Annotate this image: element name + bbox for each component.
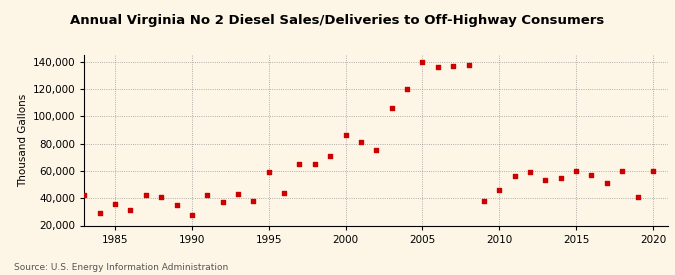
- Point: [463, 62, 474, 67]
- Y-axis label: Thousand Gallons: Thousand Gallons: [18, 94, 28, 187]
- Point: [509, 174, 520, 178]
- Point: [371, 148, 382, 153]
- Point: [402, 87, 412, 91]
- Point: [433, 65, 443, 70]
- Point: [171, 203, 182, 207]
- Point: [202, 193, 213, 198]
- Point: [79, 193, 90, 198]
- Point: [494, 188, 505, 192]
- Point: [540, 178, 551, 183]
- Point: [356, 140, 367, 144]
- Point: [294, 162, 305, 166]
- Point: [570, 169, 581, 173]
- Point: [279, 191, 290, 195]
- Point: [186, 212, 197, 217]
- Point: [386, 106, 397, 110]
- Point: [601, 181, 612, 185]
- Point: [325, 154, 335, 158]
- Point: [340, 133, 351, 138]
- Point: [479, 199, 489, 203]
- Point: [524, 170, 535, 175]
- Point: [417, 60, 428, 64]
- Point: [556, 175, 566, 180]
- Point: [309, 162, 320, 166]
- Point: [233, 192, 244, 196]
- Point: [140, 193, 151, 198]
- Point: [617, 169, 628, 173]
- Point: [110, 202, 121, 206]
- Point: [647, 169, 658, 173]
- Point: [586, 173, 597, 177]
- Point: [156, 195, 167, 199]
- Point: [95, 211, 105, 215]
- Point: [632, 195, 643, 199]
- Text: Annual Virginia No 2 Diesel Sales/Deliveries to Off-Highway Consumers: Annual Virginia No 2 Diesel Sales/Delive…: [70, 14, 605, 27]
- Point: [248, 199, 259, 203]
- Text: Source: U.S. Energy Information Administration: Source: U.S. Energy Information Administ…: [14, 263, 227, 272]
- Point: [217, 200, 228, 205]
- Point: [125, 208, 136, 213]
- Point: [263, 170, 274, 175]
- Point: [448, 64, 458, 68]
